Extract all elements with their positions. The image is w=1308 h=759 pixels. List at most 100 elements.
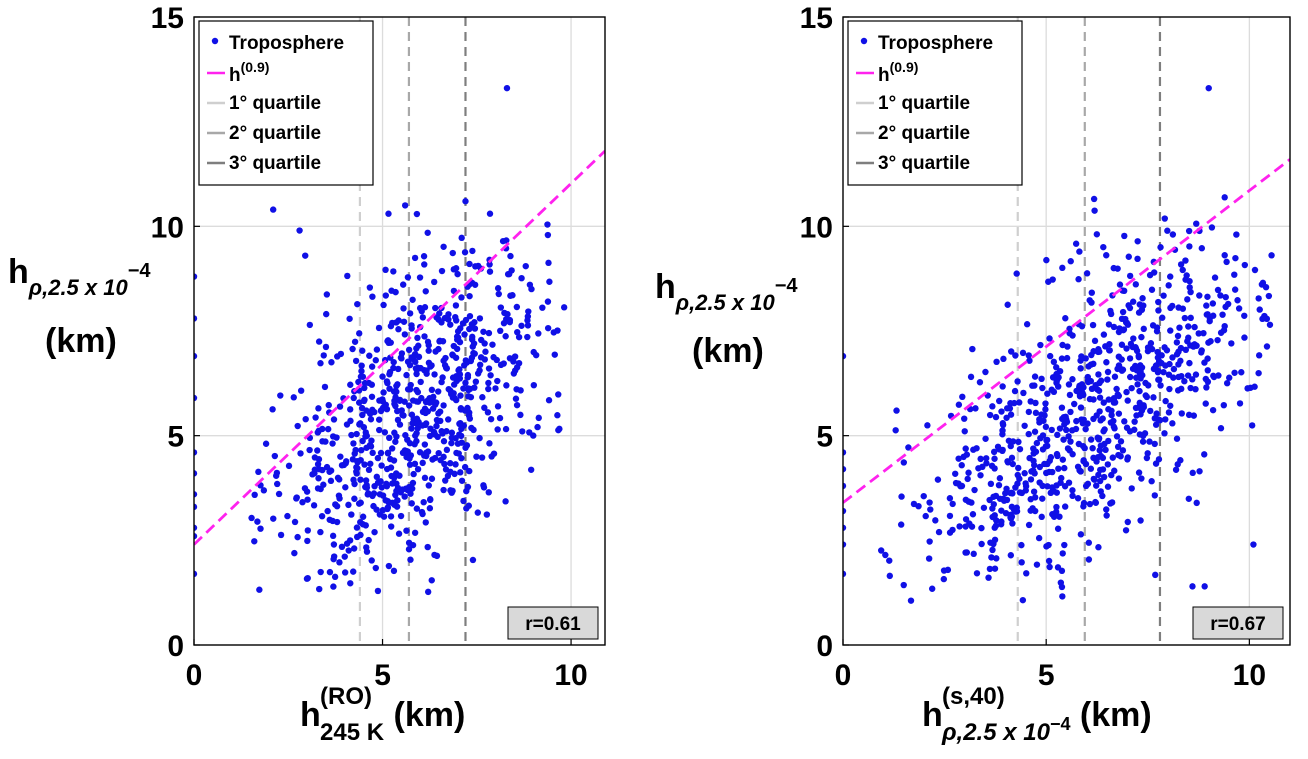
- scatter-point: [408, 322, 415, 329]
- scatter-point: [456, 366, 463, 373]
- scatter-point: [1046, 457, 1053, 464]
- scatter-point: [988, 554, 995, 561]
- scatter-point: [1187, 384, 1194, 392]
- scatter-point: [877, 547, 885, 554]
- scatter-point: [1023, 321, 1031, 328]
- scatter-point: [441, 460, 448, 468]
- scatter-point: [460, 385, 467, 392]
- scatter-point: [999, 383, 1006, 390]
- scatter-point: [374, 454, 382, 462]
- scatter-point: [357, 456, 364, 464]
- scatter-point: [1124, 321, 1132, 328]
- scatter-point: [961, 415, 968, 422]
- scatter-point: [1231, 271, 1238, 278]
- scatter-point: [468, 321, 476, 328]
- correlation-label: r=0.61: [507, 606, 599, 640]
- scatter-point: [350, 394, 357, 402]
- scatter-point: [314, 460, 322, 468]
- scatter-point: [1027, 398, 1034, 405]
- scatter-point: [421, 261, 428, 268]
- scatter-point: [1159, 314, 1166, 321]
- legend-box: [847, 20, 1023, 186]
- scatter-point: [986, 411, 994, 419]
- scatter-point: [1143, 393, 1151, 401]
- scatter-point: [1113, 433, 1121, 440]
- scatter-point: [1141, 430, 1149, 437]
- scatter-point: [1046, 352, 1054, 360]
- correlation-label: r=0.67: [1192, 606, 1284, 640]
- scatter-point: [373, 473, 381, 481]
- scatter-point: [416, 274, 424, 281]
- scatter-point: [1056, 513, 1063, 520]
- scatter-point: [1074, 463, 1082, 470]
- scatter-point: [1002, 510, 1010, 517]
- scatter-point: [1025, 521, 1033, 529]
- scatter-point: [1026, 357, 1033, 364]
- scatter-point: [1120, 326, 1128, 333]
- scatter-point: [1193, 220, 1200, 227]
- scatter-point: [420, 498, 427, 506]
- scatter-point: [1037, 341, 1044, 349]
- scatter-point: [392, 402, 399, 410]
- scatter-point: [1121, 418, 1128, 425]
- scatter-point: [351, 338, 359, 345]
- scatter-point: [485, 365, 493, 372]
- scatter-point: [368, 363, 376, 370]
- scatter-point: [499, 237, 507, 245]
- scatter-point: [990, 501, 997, 508]
- scatter-point: [435, 316, 442, 323]
- legend-box: [198, 20, 374, 186]
- scatter-point: [379, 398, 387, 405]
- scatter-point: [422, 420, 430, 427]
- scatter-point: [366, 284, 374, 291]
- scatter-point: [502, 425, 510, 433]
- y-tick-label: 10: [151, 211, 184, 244]
- scatter-point: [1221, 194, 1228, 201]
- scatter-point: [1181, 314, 1189, 322]
- y-axis-label: hρ,2.5 x 10−4 (km): [655, 268, 798, 370]
- scatter-point: [495, 290, 502, 298]
- y-tick-label: 0: [816, 630, 833, 663]
- scatter-point: [1143, 454, 1151, 462]
- scatter-point: [965, 498, 972, 505]
- legend-label-q1: 1° quartile: [229, 93, 321, 114]
- scatter-point: [1102, 446, 1109, 454]
- scatter-point: [988, 462, 996, 470]
- scatter-point: [404, 274, 412, 281]
- scatter-point: [318, 512, 326, 520]
- scatter-point: [404, 486, 411, 494]
- scatter-point: [1204, 293, 1211, 300]
- scatter-point: [1021, 422, 1028, 429]
- scatter-point: [1053, 489, 1060, 496]
- scatter-point: [1110, 417, 1117, 425]
- scatter-point: [996, 446, 1003, 453]
- scatter-point: [374, 587, 382, 595]
- scatter-point: [1261, 312, 1268, 320]
- scatter-point: [1100, 331, 1108, 338]
- scatter-point: [1209, 406, 1217, 414]
- scatter-point: [1231, 286, 1239, 293]
- scatter-point: [1222, 293, 1229, 301]
- scatter-point: [978, 540, 985, 548]
- scatter-point: [1155, 367, 1162, 375]
- scatter-point: [315, 475, 322, 482]
- scatter-point: [485, 385, 492, 393]
- scatter-point: [1258, 281, 1266, 288]
- scatter-point: [955, 401, 963, 408]
- scatter-point: [1003, 414, 1010, 421]
- scatter-point: [194, 524, 198, 531]
- scatter-point: [1217, 425, 1225, 432]
- scatter-point: [1123, 345, 1130, 352]
- scatter-point: [996, 475, 1004, 482]
- scatter-point: [1124, 397, 1131, 404]
- scatter-point: [1122, 315, 1129, 323]
- scatter-point: [194, 449, 198, 456]
- scatter-point: [1000, 355, 1007, 363]
- scatter-point: [1059, 341, 1066, 349]
- scatter-point: [1043, 437, 1050, 444]
- scatter-point: [382, 266, 389, 274]
- scatter-point: [485, 489, 492, 496]
- scatter-point: [1014, 480, 1021, 487]
- scatter-point: [420, 253, 428, 260]
- scatter-point: [1127, 340, 1135, 348]
